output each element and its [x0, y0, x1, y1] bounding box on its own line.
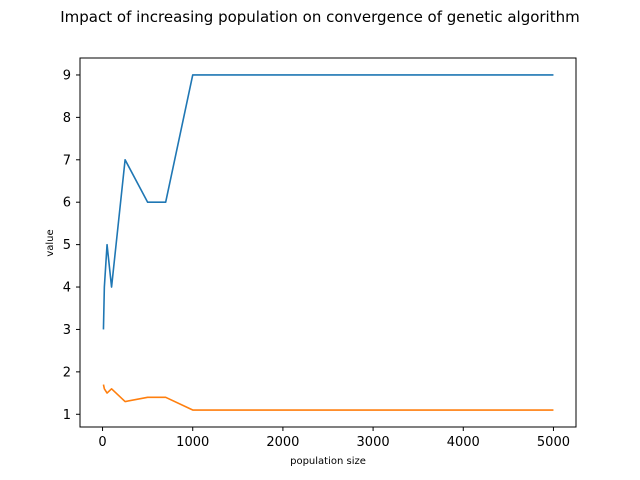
y-tick-label: 5 — [63, 238, 71, 253]
x-axis-label: population size — [290, 456, 366, 467]
ticks-layer: 0 1000 2000 3000 4000 5000 1 2 3 4 5 6 7 8 9 — [63, 68, 570, 450]
y-axis-label: value — [45, 229, 56, 256]
x-tick-label: 3000 — [357, 435, 390, 450]
x-tick-label: 0 — [98, 435, 106, 450]
y-tick-label: 9 — [63, 68, 71, 83]
series-line-1 — [102, 74, 554, 330]
y-tick-label: 3 — [63, 323, 71, 338]
x-tick-label: 4000 — [447, 435, 480, 450]
x-tick-label: 5000 — [537, 435, 570, 450]
x-tick-label: 1000 — [176, 435, 209, 450]
y-tick-label: 7 — [63, 153, 71, 168]
series-line-2 — [102, 384, 554, 411]
series-layer — [102, 74, 554, 411]
y-tick-label: 6 — [63, 196, 71, 211]
y-tick-label: 1 — [63, 408, 71, 423]
y-tick-label: 2 — [63, 365, 71, 380]
y-tick-label: 8 — [63, 111, 71, 126]
plot-frame — [79, 57, 577, 428]
x-tick-label: 2000 — [266, 435, 299, 450]
y-tick-label: 4 — [63, 281, 71, 296]
chart-title: Impact of increasing population on conve… — [60, 8, 579, 26]
